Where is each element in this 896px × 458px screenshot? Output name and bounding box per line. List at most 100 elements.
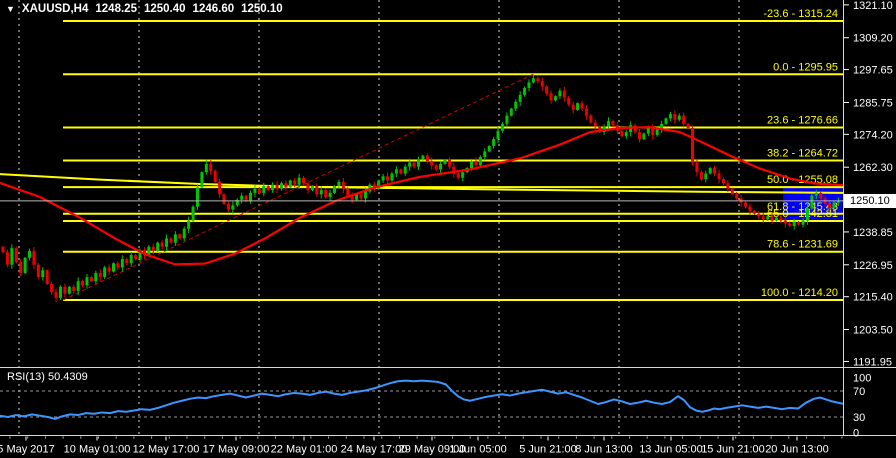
candle-body <box>500 123 504 131</box>
candle-body <box>5 252 9 265</box>
candle-body <box>213 170 217 182</box>
candle-body <box>810 195 814 209</box>
candle-body <box>324 190 328 198</box>
candle-body <box>558 90 562 97</box>
candle-body <box>19 261 23 273</box>
candle-body <box>408 162 412 167</box>
yellow-ma-line[interactable] <box>0 173 844 194</box>
candle-body <box>443 159 447 164</box>
candle-body <box>85 277 89 286</box>
candle-body <box>416 159 420 167</box>
symbol-dropdown-icon[interactable]: ▼ <box>6 3 15 14</box>
candle-body <box>45 270 49 284</box>
candle-body <box>288 180 292 188</box>
candle-body <box>76 281 80 291</box>
candle-body <box>836 200 840 203</box>
candle-body <box>801 220 805 225</box>
candle-body <box>103 267 107 278</box>
candle-body <box>120 259 124 268</box>
candle-body <box>377 180 381 189</box>
candle-body <box>165 238 169 247</box>
candle-body <box>584 108 588 116</box>
fibonacci-levels[interactable]: -23.6 - 1315.24 0.0 - 1295.95 23.6 - 1276.… <box>63 8 843 301</box>
candle-body <box>660 123 664 130</box>
candle-body <box>173 234 177 243</box>
candle-body <box>832 202 836 209</box>
candle-body <box>178 234 182 239</box>
candle-body <box>571 104 575 111</box>
price-axis-tick: 1238.85 <box>853 227 893 239</box>
candle-body <box>598 126 602 133</box>
pane-borders <box>0 0 896 436</box>
time-axis-label: 15 Jun 21:00 <box>701 444 765 456</box>
candle-body <box>788 223 792 227</box>
red-ma-line <box>0 126 844 266</box>
time-axis-label: 24 May 17:00 <box>341 444 408 456</box>
rsi-indicator-label: RSI(13) 50.4309 <box>7 371 88 383</box>
candle-body <box>744 202 748 207</box>
fib-label: 0.0 - 1295.95 <box>773 61 838 73</box>
candle-body <box>310 185 314 191</box>
candle-body <box>390 173 394 181</box>
candle-body <box>293 180 297 185</box>
candle-body <box>576 103 580 111</box>
candle-body <box>63 286 67 294</box>
candle-body <box>262 185 266 193</box>
candle-body <box>456 173 460 178</box>
candle-body <box>682 115 686 124</box>
candle-body <box>766 216 770 220</box>
candle-body <box>730 188 734 195</box>
candle-body <box>341 181 345 189</box>
candle-body <box>306 183 310 191</box>
candle-body <box>112 263 115 272</box>
candle-body <box>359 194 363 199</box>
candle-body <box>54 292 58 298</box>
candle-body <box>695 162 699 173</box>
candle-body <box>32 250 36 265</box>
candle-body <box>249 192 253 202</box>
ohlc-high: 1250.40 <box>143 3 186 15</box>
time-axis-label: 13 Jun 05:00 <box>639 444 703 456</box>
candle-body <box>492 139 496 146</box>
candle-body <box>651 127 655 135</box>
time-axis-label: 17 May 09:00 <box>203 444 270 456</box>
candle-body <box>721 179 725 184</box>
candle-body <box>735 194 739 199</box>
candle-body <box>421 155 425 160</box>
chart-title-bar: ▼ XAUUSD,H4 1248.25 1250.40 1246.60 1250… <box>6 3 283 15</box>
current-price-label: 1250.10 <box>844 193 896 208</box>
rsi-line <box>0 379 844 420</box>
candle-body <box>275 184 279 189</box>
candle-body <box>686 123 690 128</box>
candles-layer <box>1 74 840 303</box>
fib-label: 65.0 - 1242.81 <box>767 208 838 220</box>
candle-body <box>523 87 527 95</box>
time-axis-label: 5 Jun 21:00 <box>519 444 577 456</box>
candle-body <box>58 286 62 298</box>
candle-body <box>691 127 695 163</box>
candle-body <box>50 283 54 293</box>
candle-body <box>72 286 76 291</box>
candle-body <box>328 192 332 198</box>
candle-body <box>240 195 244 200</box>
time-axis-label: 20 Jun 13:00 <box>765 444 829 456</box>
candle-body <box>637 132 641 140</box>
candle-body <box>607 121 611 127</box>
candle-body <box>668 114 672 119</box>
candle-body <box>235 199 239 206</box>
candle-body <box>425 155 429 162</box>
candle-body <box>333 185 336 193</box>
fib-trendline-dashed[interactable] <box>62 73 534 301</box>
candle-body <box>67 286 71 294</box>
candle-body <box>646 127 650 134</box>
candle-body <box>346 188 350 196</box>
candle-body <box>545 86 549 94</box>
candle-body <box>757 213 761 217</box>
fib-label: 38.2 - 1264.72 <box>767 148 838 160</box>
candle-body <box>461 172 465 178</box>
time-axis[interactable]: 5 May 2017 10 May 01:00 12 May 17:00 17 May… <box>0 436 843 456</box>
time-axis-label: 12 May 17:00 <box>133 444 200 456</box>
time-axis-label: 10 May 01:00 <box>64 444 131 456</box>
